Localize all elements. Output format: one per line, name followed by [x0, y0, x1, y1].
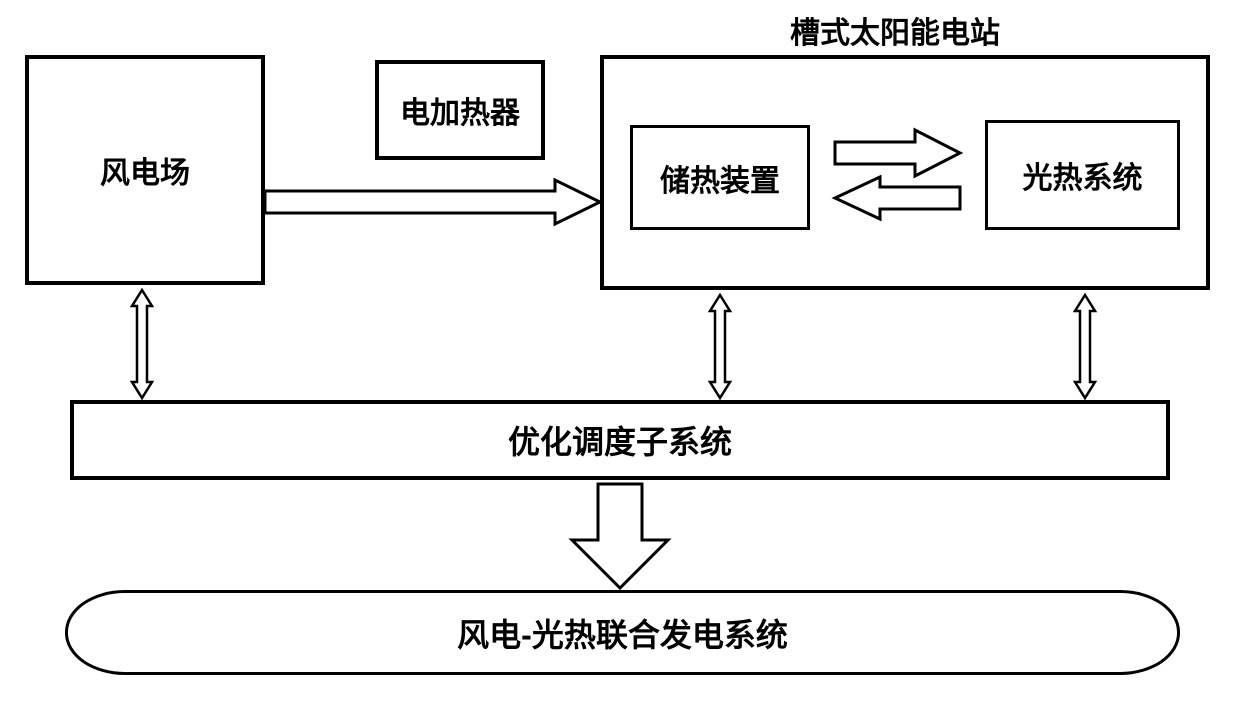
wind-farm-label: 风电场 [100, 148, 190, 192]
double-arrow-wind-dispatch [132, 290, 152, 398]
dispatch-label: 优化调度子系统 [508, 417, 732, 463]
heater-box: 电加热器 [375, 60, 545, 160]
dispatch-box: 优化调度子系统 [70, 400, 1170, 480]
arrow-dispatch-to-combined [572, 484, 668, 588]
arrow-wind-to-solar [265, 180, 600, 224]
wind-farm-box: 风电场 [25, 55, 265, 285]
combined-label: 风电-光热联合发电系统 [457, 610, 788, 656]
diagram-canvas: 槽式太阳能电站 风电场 电加热器 储热装置 光热系统 优化调度子系统 风电-光热… [0, 0, 1239, 708]
storage-label: 储热装置 [660, 156, 780, 200]
double-arrow-thermal-dispatch [1075, 295, 1095, 398]
combined-system-box: 风电-光热联合发电系统 [65, 590, 1180, 675]
heater-label: 电加热器 [400, 88, 520, 132]
solar-station-title: 槽式太阳能电站 [790, 8, 1000, 52]
thermal-sys-label: 光热系统 [1023, 153, 1143, 197]
solar-station-title-text: 槽式太阳能电站 [790, 17, 1000, 50]
storage-box: 储热装置 [630, 125, 810, 230]
double-arrow-storage-dispatch [710, 295, 730, 398]
thermal-sys-box: 光热系统 [985, 120, 1180, 230]
